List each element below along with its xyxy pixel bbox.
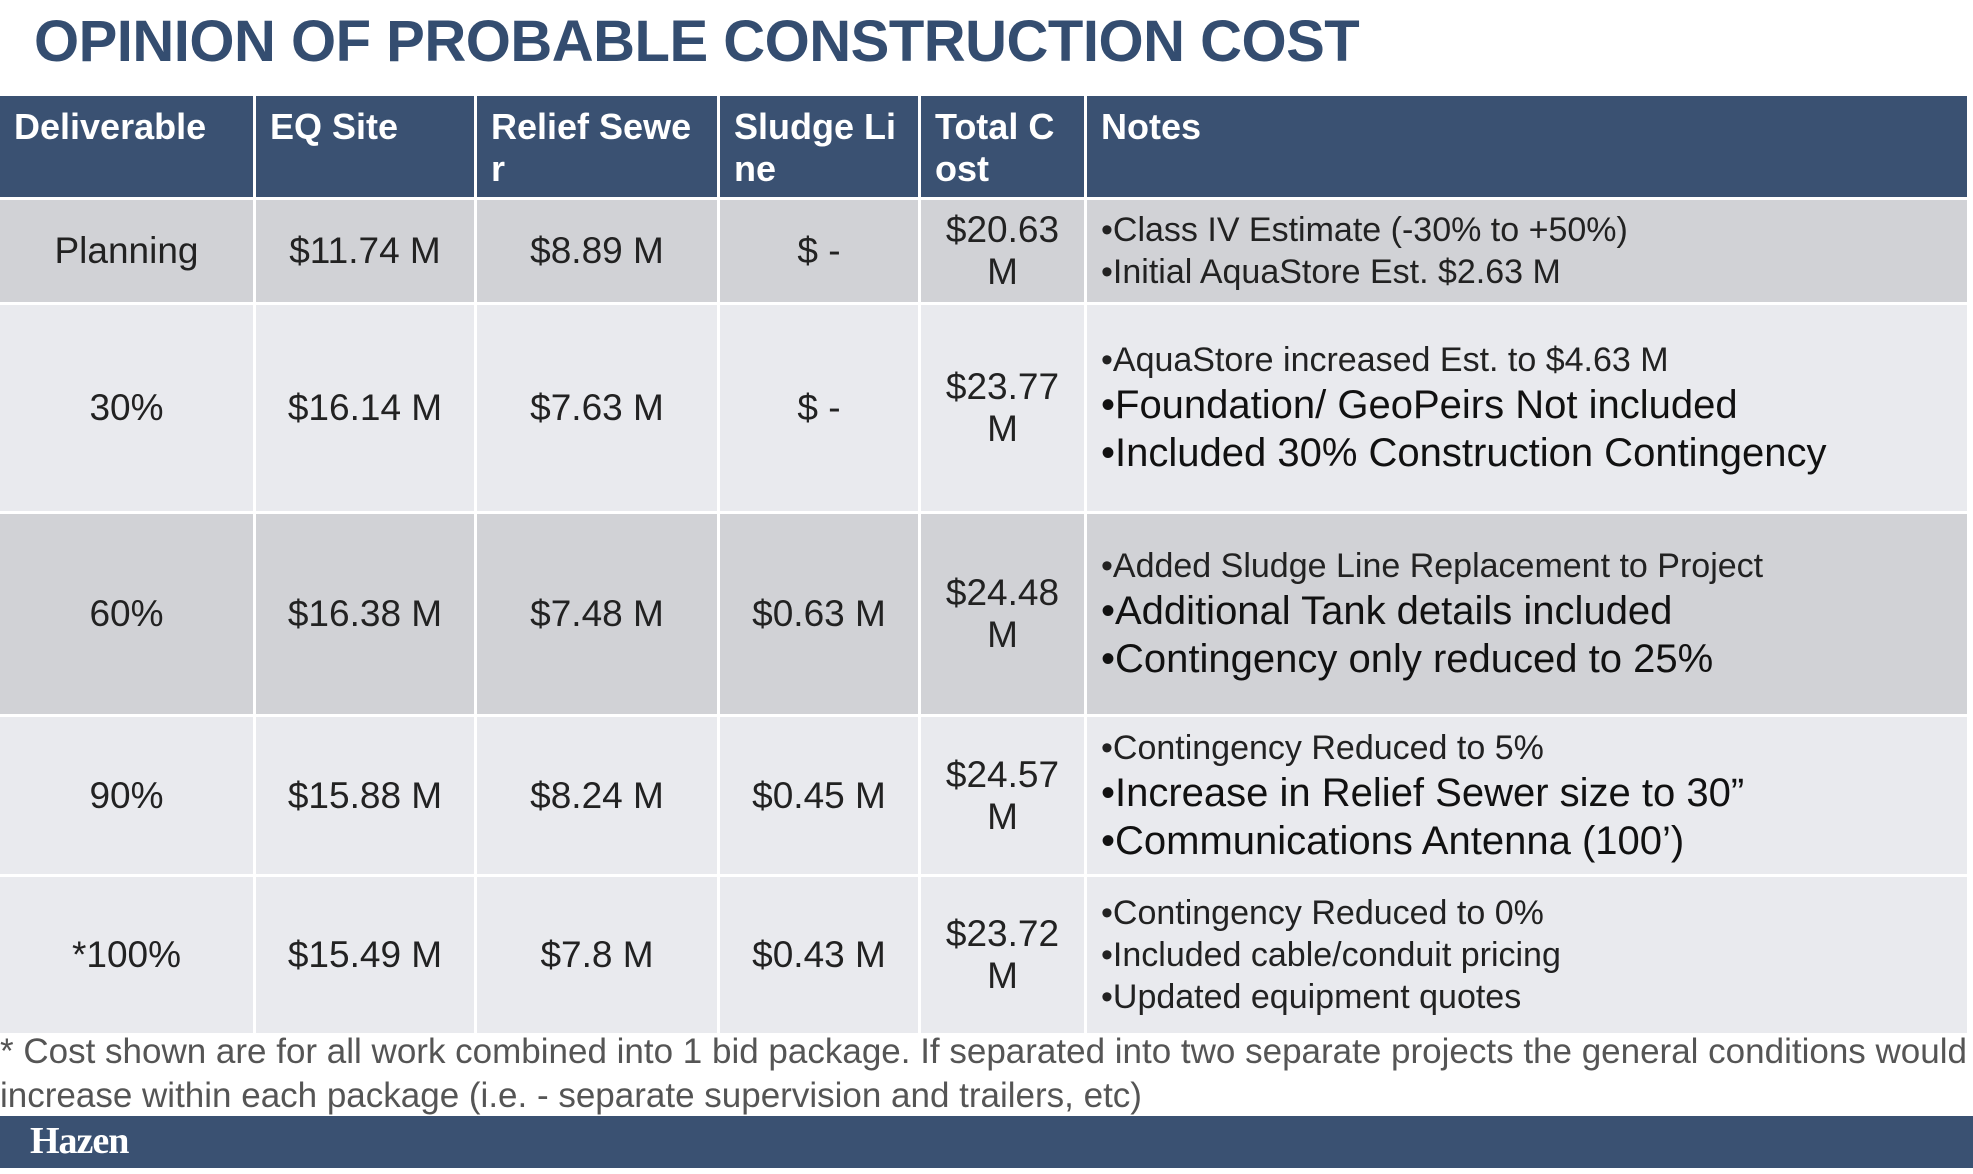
cell-sludge-line: $ -: [720, 200, 918, 302]
page-title: OPINION OF PROBABLE CONSTRUCTION COST: [34, 9, 1360, 74]
cost-table: Deliverable EQ Site Relief Sewer Sludge …: [0, 93, 1970, 1036]
cell-total-cost: $20.63 M: [921, 200, 1084, 302]
cell-total-cost: $24.57 M: [921, 717, 1084, 874]
cell-notes: •Contingency Reduced to 0% •Included cabl…: [1087, 877, 1967, 1033]
table-row: 90% $15.88 M $8.24 M $0.45 M $24.57 M •Contin…: [0, 717, 1967, 874]
hazen-logo: Hazen: [30, 1120, 129, 1162]
header-total-cost: Total Cost: [921, 96, 1084, 197]
note-item: •Added Sludge Line Replacement to Projec…: [1101, 547, 1764, 585]
cell-deliverable: *100%: [0, 877, 253, 1033]
cell-deliverable: Planning: [0, 200, 253, 302]
cell-eq-site: $15.88 M: [256, 717, 474, 874]
table-row: *100% $15.49 M $7.8 M $0.43 M $23.72 M •Conti…: [0, 877, 1967, 1033]
header-eq-site: EQ Site: [256, 96, 474, 197]
cell-sludge-line: $ -: [720, 305, 918, 511]
cell-eq-site: $16.14 M: [256, 305, 474, 511]
note-item: •Initial AquaStore Est. $2.63 M: [1101, 253, 1561, 291]
cell-relief-sewer: $7.48 M: [477, 514, 717, 714]
cell-sludge-line: $0.43 M: [720, 877, 918, 1033]
cell-eq-site: $11.74 M: [256, 200, 474, 302]
cell-relief-sewer: $7.8 M: [477, 877, 717, 1033]
footnote: * Cost shown are for all work combined i…: [0, 1032, 1967, 1115]
note-item: •Contingency only reduced to 25%: [1101, 637, 1714, 681]
header-deliverable: Deliverable: [0, 96, 253, 197]
note-item: •Foundation/ GeoPeirs Not included: [1101, 383, 1738, 427]
cell-notes: •Contingency Reduced to 5% •Increase in R…: [1087, 717, 1967, 874]
table-row: Planning $11.74 M $8.89 M $ - $20.63 M •Class…: [0, 200, 1967, 302]
note-item: •Additional Tank details included: [1101, 589, 1673, 633]
cell-notes: •AquaStore increased Est. to $4.63 M •Fou…: [1087, 305, 1967, 511]
cell-total-cost: $23.72 M: [921, 877, 1084, 1033]
header-row: Deliverable EQ Site Relief Sewer Sludge …: [0, 96, 1967, 197]
header-sludge-line: Sludge Line: [720, 96, 918, 197]
header-notes: Notes: [1087, 96, 1967, 197]
cell-deliverable: 90%: [0, 717, 253, 874]
note-item: •Communications Antenna (100’): [1101, 818, 1685, 863]
cell-notes: •Added Sludge Line Replacement to Projec…: [1087, 514, 1967, 714]
cell-eq-site: $16.38 M: [256, 514, 474, 714]
cell-sludge-line: $0.45 M: [720, 717, 918, 874]
table-row: 30% $16.14 M $7.63 M $ - $23.77 M •AquaStore …: [0, 305, 1967, 511]
cell-notes: •Class IV Estimate (-30% to +50%) •Initia…: [1087, 200, 1967, 302]
cell-sludge-line: $0.63 M: [720, 514, 918, 714]
note-item: •Increase in Relief Sewer size to 30”: [1101, 770, 1745, 815]
cell-eq-site: $15.49 M: [256, 877, 474, 1033]
cell-relief-sewer: $8.24 M: [477, 717, 717, 874]
cell-total-cost: $23.77 M: [921, 305, 1084, 511]
note-item: •Included 30% Construction Contingency: [1101, 431, 1827, 475]
note-item: •AquaStore increased Est. to $4.63 M: [1101, 341, 1669, 379]
note-item: •Updated equipment quotes: [1101, 978, 1522, 1016]
note-item: •Class IV Estimate (-30% to +50%): [1101, 211, 1628, 249]
header-relief-sewer: Relief Sewer: [477, 96, 717, 197]
cell-deliverable: 60%: [0, 514, 253, 714]
note-item: •Included cable/conduit pricing: [1101, 936, 1561, 974]
note-item: •Contingency Reduced to 5%: [1101, 728, 1544, 767]
cell-total-cost: $24.48 M: [921, 514, 1084, 714]
note-item: •Contingency Reduced to 0%: [1101, 894, 1544, 932]
cell-relief-sewer: $8.89 M: [477, 200, 717, 302]
cell-deliverable: 30%: [0, 305, 253, 511]
table-row: 60% $16.38 M $7.48 M $0.63 M $24.48 M •Added …: [0, 514, 1967, 714]
cell-relief-sewer: $7.63 M: [477, 305, 717, 511]
footer-bar: Hazen: [0, 1116, 1973, 1168]
